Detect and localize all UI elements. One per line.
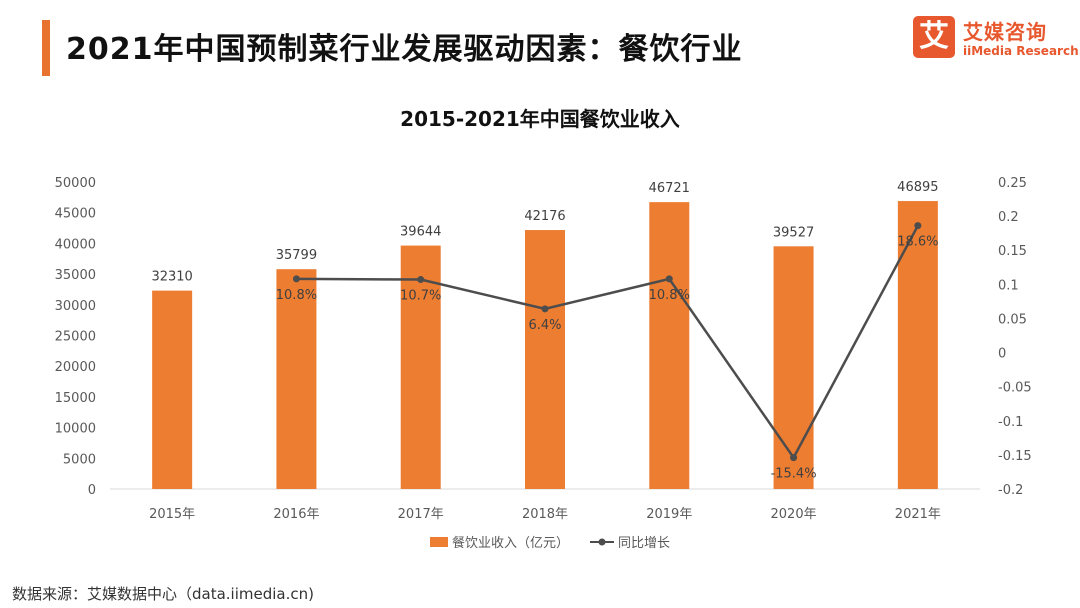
bar	[400, 245, 441, 489]
growth-label: 10.7%	[400, 289, 441, 304]
y-right-tick-label: -0.15	[998, 449, 1032, 464]
x-tick-label: 2017年	[398, 507, 444, 522]
bar	[649, 202, 690, 489]
bar	[525, 230, 565, 489]
data-source: 数据来源：艾媒数据中心（data.iimedia.cn)	[12, 585, 314, 603]
y-left-tick-label: 50000	[55, 176, 96, 191]
y-left-tick-label: 30000	[55, 299, 96, 314]
growth-point	[665, 275, 673, 283]
y-right-tick-label: 0.05	[998, 312, 1027, 327]
y-right-tick-label: -0.05	[998, 381, 1032, 396]
bar-value-label: 42176	[524, 209, 565, 224]
legend-line-label: 同比增长	[618, 536, 670, 551]
y-left-tick-label: 20000	[55, 360, 96, 375]
legend-line-marker	[598, 538, 606, 546]
y-left-tick-label: 45000	[55, 207, 96, 222]
x-tick-label: 2020年	[771, 507, 817, 522]
bar	[773, 246, 814, 489]
growth-label: 18.6%	[897, 235, 938, 250]
growth-point	[790, 454, 798, 462]
chart-title: 2015-2021年中国餐饮业收入	[400, 107, 680, 131]
growth-point	[292, 275, 300, 283]
y-right-tick-label: 0.15	[998, 244, 1027, 259]
legend-bar-swatch	[430, 537, 448, 547]
y-left-tick-label: 10000	[55, 422, 96, 437]
legend-bar-label: 餐饮业收入（亿元）	[452, 535, 569, 551]
y-left-tick-label: 40000	[55, 237, 96, 252]
bar-value-label: 39527	[773, 225, 814, 240]
growth-label: -15.4%	[771, 467, 817, 482]
bar	[276, 269, 317, 489]
growth-label: 6.4%	[528, 318, 561, 333]
bar-value-label: 39644	[400, 225, 441, 240]
growth-point	[914, 222, 922, 230]
brand-logo: 艾 艾媒咨询 iiMedia Research	[913, 16, 1079, 64]
logo-mark: 艾	[913, 16, 955, 58]
bar-value-label: 46721	[649, 181, 690, 196]
y-right-tick-label: 0.1	[998, 278, 1019, 293]
y-right-tick-label: 0.25	[998, 176, 1027, 191]
y-left-tick-label: 5000	[63, 452, 96, 467]
y-left-tick-label: 35000	[55, 268, 96, 283]
growth-label: 10.8%	[649, 288, 690, 303]
growth-point	[541, 305, 549, 313]
growth-label: 10.8%	[276, 288, 317, 303]
x-tick-label: 2015年	[149, 507, 195, 522]
y-right-tick-label: -0.1	[998, 415, 1023, 430]
x-tick-label: 2018年	[522, 507, 568, 522]
y-left-tick-label: 0	[88, 483, 96, 498]
title-accent-bar	[42, 20, 50, 76]
y-left-tick-label: 15000	[55, 391, 96, 406]
x-tick-label: 2019年	[646, 507, 692, 522]
growth-point	[417, 276, 425, 284]
x-tick-label: 2021年	[895, 507, 941, 522]
page-title: 2021年中国预制菜行业发展驱动因素：餐饮行业	[66, 32, 743, 67]
logo-name-cn: 艾媒咨询	[963, 20, 1047, 44]
bar-value-label: 46895	[897, 180, 938, 195]
x-tick-label: 2016年	[273, 507, 319, 522]
y-right-tick-label: 0.2	[998, 210, 1019, 225]
growth-line	[296, 225, 919, 461]
bar	[152, 290, 193, 489]
y-right-tick-label: 0	[998, 347, 1006, 362]
logo-name-en: iiMedia Research	[963, 44, 1079, 58]
y-right-tick-label: -0.2	[998, 483, 1023, 498]
bar-value-label: 32310	[151, 270, 192, 285]
bar-value-label: 35799	[276, 248, 317, 263]
y-left-tick-label: 25000	[55, 330, 96, 345]
